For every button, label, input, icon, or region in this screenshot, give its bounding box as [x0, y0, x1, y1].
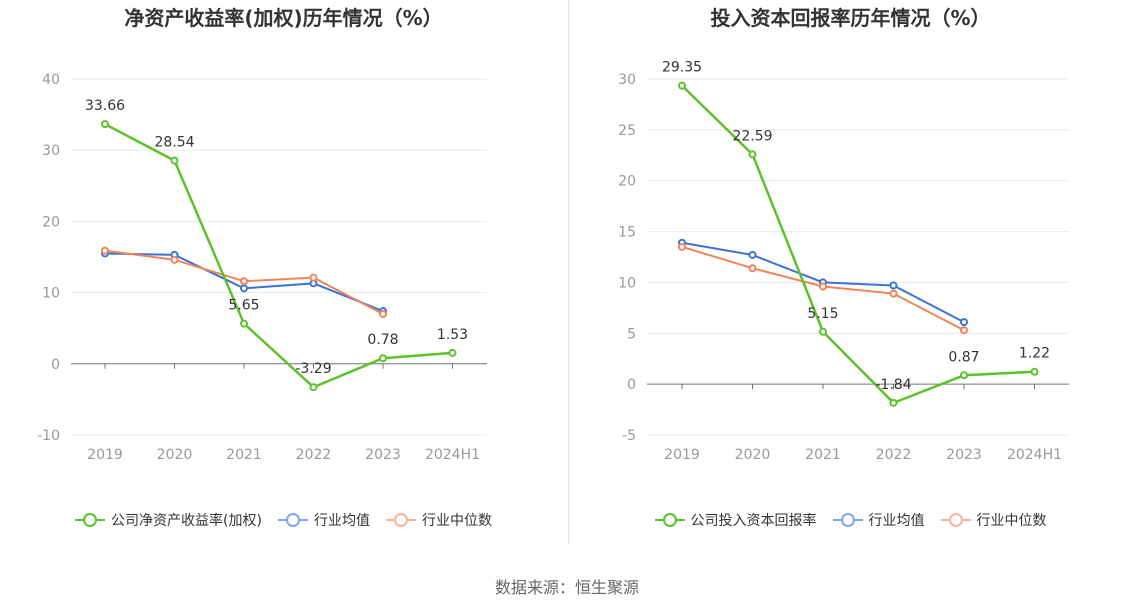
roic-chart-panel: 投入资本回报率历年情况（%） -5 0 5 10 15 20 25 30 2019 2020 202… — [567, 0, 1134, 545]
legend-marker-icon — [832, 513, 863, 527]
data-point — [960, 326, 968, 335]
legend-label: 公司投入资本回报率 — [690, 513, 817, 529]
data-point — [309, 273, 318, 282]
legend-item[interactable]: 行业均值 — [277, 510, 370, 530]
y-tick-label: 20 — [42, 214, 60, 230]
data-point — [748, 250, 757, 259]
y-tick-label: 0 — [627, 377, 636, 393]
series-line — [681, 84, 1035, 405]
data-label: 5.65 — [228, 298, 259, 314]
x-tick-label: 2021 — [226, 447, 262, 463]
legend-label: 行业均值 — [868, 513, 925, 529]
legend-marker-icon — [277, 513, 308, 527]
data-point — [889, 398, 898, 407]
data-source-text: 数据来源：恒生聚源 — [494, 578, 639, 597]
y-tick-label: 10 — [42, 286, 60, 302]
data-label: -3.29 — [295, 361, 331, 377]
chart-title: 净资产收益率(加权)历年情况（%） — [124, 6, 443, 30]
data-point — [448, 348, 457, 357]
y-tick-label: 30 — [42, 143, 60, 159]
legend-item[interactable]: 公司投入资本回报率 — [654, 510, 817, 530]
chart-legend: 公司净资产收益率(加权) 行业均值 行业中位数 — [0, 510, 567, 530]
chart-legend: 公司投入资本回报率 行业均值 行业中位数 — [567, 510, 1134, 530]
panel-divider — [568, 0, 569, 545]
legend-label: 公司净资产收益率(加权) — [111, 513, 262, 529]
x-tick-label: 2024H1 — [425, 447, 480, 463]
x-tick-label: 2022 — [876, 447, 912, 463]
legend-label: 行业中位数 — [976, 513, 1047, 529]
legend-marker-icon — [654, 513, 685, 527]
data-label: 0.78 — [367, 332, 398, 348]
data-point — [240, 319, 248, 328]
roe-line-chart: -10 0 10 20 30 40 2019 2020 2021 2022 2023 2024H1 33… — [37, 72, 487, 463]
data-point — [101, 120, 109, 129]
chart-title: 投入资本回报率历年情况（%） — [710, 6, 991, 30]
data-point — [748, 264, 757, 273]
data-label: -1.84 — [875, 377, 911, 393]
data-point — [309, 383, 318, 392]
data-point — [960, 371, 968, 380]
x-tick-label: 2023 — [946, 447, 982, 463]
data-point — [889, 289, 898, 298]
legend-marker-icon — [75, 513, 106, 527]
data-point — [379, 354, 387, 363]
x-tick-label: 2021 — [805, 447, 841, 463]
x-tick-label: 2024H1 — [1007, 447, 1062, 463]
legend-marker-icon — [940, 513, 971, 527]
legend-label: 行业均值 — [313, 513, 370, 529]
legend-marker-icon — [385, 513, 416, 527]
y-tick-label: 10 — [618, 275, 636, 291]
data-label: 1.53 — [437, 327, 468, 343]
roic-line-chart: -5 0 5 10 15 20 25 30 2019 2020 2021 2022 2023 2024H1… — [618, 60, 1069, 463]
y-tick-label: 20 — [618, 174, 636, 190]
data-point — [819, 327, 827, 336]
x-tick-label: 2023 — [365, 447, 401, 463]
legend-label: 行业中位数 — [421, 513, 492, 529]
data-point — [101, 246, 109, 255]
y-tick-label: 0 — [51, 357, 60, 373]
data-point — [748, 150, 757, 159]
y-tick-label: -10 — [37, 428, 60, 444]
data-label: 0.87 — [948, 349, 979, 365]
data-point — [960, 318, 968, 327]
legend-item[interactable]: 行业中位数 — [940, 510, 1047, 530]
y-tick-label: 30 — [618, 72, 636, 88]
data-point — [889, 281, 898, 290]
legend-item[interactable]: 行业均值 — [832, 510, 925, 530]
x-tick-label: 2022 — [296, 447, 332, 463]
data-point — [170, 156, 179, 165]
data-label: 5.15 — [807, 306, 838, 322]
data-label: 28.54 — [154, 135, 194, 151]
y-tick-label: 40 — [42, 72, 60, 88]
roe-chart-panel: 净资产收益率(加权)历年情况（%） -10 0 10 20 30 40 2019 2020 20… — [0, 0, 567, 545]
x-tick-label: 2020 — [735, 447, 771, 463]
data-label: 29.35 — [662, 60, 702, 76]
y-tick-label: 15 — [618, 225, 636, 241]
x-tick-label: 2019 — [664, 447, 700, 463]
data-point — [1030, 367, 1039, 376]
legend-item[interactable]: 公司净资产收益率(加权) — [75, 510, 262, 530]
data-label: 1.22 — [1019, 346, 1050, 362]
data-point — [240, 277, 248, 286]
data-point — [678, 242, 686, 251]
y-tick-label: 25 — [618, 123, 636, 139]
legend-item[interactable]: 行业中位数 — [385, 510, 492, 530]
y-tick-label: -5 — [622, 428, 636, 444]
y-tick-label: 5 — [627, 326, 636, 342]
data-label: 33.66 — [85, 98, 125, 114]
data-point — [240, 284, 248, 293]
series-line — [104, 123, 453, 389]
data-point — [170, 255, 179, 264]
x-tick-label: 2020 — [157, 447, 193, 463]
data-point — [678, 81, 686, 90]
data-label: 22.59 — [732, 128, 772, 144]
data-point — [819, 282, 827, 291]
data-point — [379, 309, 387, 318]
x-tick-label: 2019 — [87, 447, 123, 463]
